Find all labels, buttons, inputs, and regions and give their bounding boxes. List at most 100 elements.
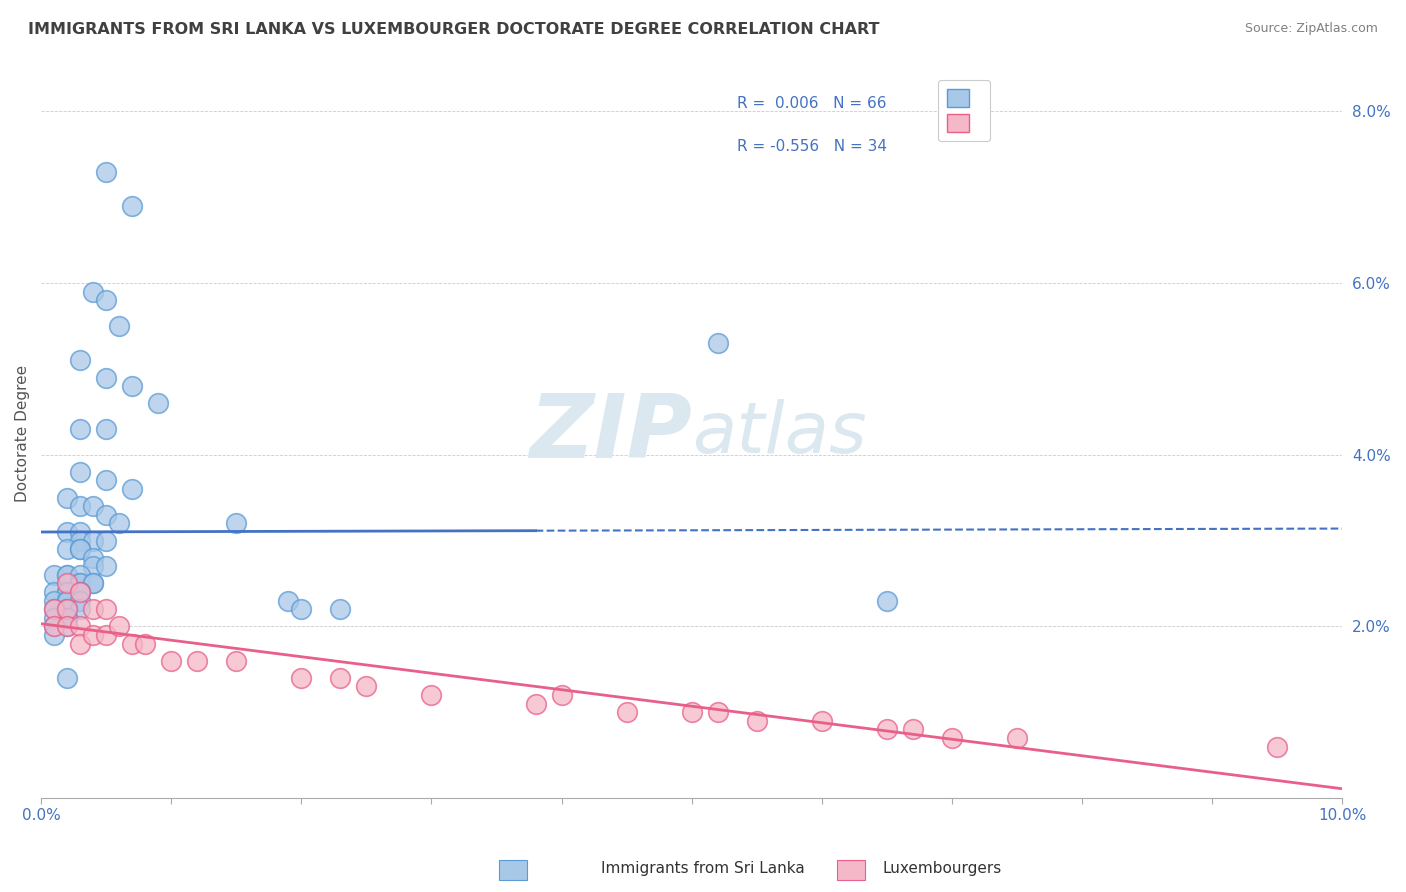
Point (96, 508, 118, 522)
Point (96, 293, 118, 308)
Point (745, 714, 768, 728)
Point (69, 585, 91, 599)
Point (56, 671, 79, 685)
Text: ZIP: ZIP (529, 390, 692, 477)
Point (56, 593, 79, 607)
Point (96, 628, 118, 642)
Point (876, 723, 898, 737)
Point (148, 396, 170, 410)
Point (69, 593, 91, 607)
Point (96, 474, 118, 488)
Point (356, 680, 378, 694)
Point (56, 576, 79, 591)
Point (96, 533, 118, 548)
Point (225, 516, 247, 531)
Point (876, 593, 898, 607)
Point (69, 422, 91, 436)
Point (707, 705, 730, 719)
Point (69, 542, 91, 557)
Point (108, 318, 131, 333)
Point (329, 602, 352, 616)
Point (82, 550, 104, 565)
Point (42, 602, 65, 616)
Point (69, 602, 91, 616)
Point (96, 422, 118, 436)
Point (69, 576, 91, 591)
Point (56, 593, 79, 607)
Point (56, 568, 79, 582)
Point (56, 542, 79, 557)
Text: IMMIGRANTS FROM SRI LANKA VS LUXEMBOURGER DOCTORATE DEGREE CORRELATION CHART: IMMIGRANTS FROM SRI LANKA VS LUXEMBOURGE… (28, 22, 880, 37)
Point (82, 559, 104, 574)
Point (707, 336, 730, 351)
Point (1265, 739, 1288, 754)
Point (69, 585, 91, 599)
Point (82, 533, 104, 548)
Point (56, 602, 79, 616)
Point (56, 585, 79, 599)
Point (56, 611, 79, 625)
Point (56, 491, 79, 505)
Point (941, 731, 963, 745)
Point (901, 723, 924, 737)
Point (82, 576, 104, 591)
Point (69, 353, 91, 368)
Point (69, 533, 91, 548)
Point (56, 568, 79, 582)
Point (56, 593, 79, 607)
Point (69, 636, 91, 650)
Point (96, 559, 118, 574)
Point (1005, 731, 1028, 745)
Point (69, 568, 91, 582)
Point (121, 636, 143, 650)
Text: Luxembourgers: Luxembourgers (883, 862, 1001, 876)
Point (56, 602, 79, 616)
Point (82, 285, 104, 299)
Point (550, 688, 572, 702)
Text: R =  0.006   N = 66: R = 0.006 N = 66 (737, 96, 887, 111)
Point (42, 568, 65, 582)
Point (82, 576, 104, 591)
Point (56, 619, 79, 633)
Point (42, 619, 65, 633)
Point (681, 705, 703, 719)
Point (69, 585, 91, 599)
Point (160, 654, 183, 668)
Point (69, 542, 91, 557)
Point (96, 164, 118, 178)
Point (56, 602, 79, 616)
Point (69, 500, 91, 514)
Point (121, 379, 143, 393)
Point (42, 602, 65, 616)
Text: atlas: atlas (692, 399, 866, 467)
Point (134, 636, 156, 650)
Text: Immigrants from Sri Lanka: Immigrants from Sri Lanka (602, 862, 804, 876)
Point (69, 576, 91, 591)
Point (329, 671, 352, 685)
Point (225, 654, 247, 668)
Legend: , : , (938, 79, 990, 141)
Text: Source: ZipAtlas.com: Source: ZipAtlas.com (1244, 22, 1378, 36)
Point (121, 199, 143, 213)
Point (616, 705, 638, 719)
Point (290, 602, 312, 616)
Point (42, 619, 65, 633)
Point (56, 585, 79, 599)
Point (56, 524, 79, 539)
Point (96, 602, 118, 616)
Point (56, 619, 79, 633)
Y-axis label: Doctorate Degree: Doctorate Degree (15, 365, 30, 502)
Point (82, 628, 104, 642)
Point (82, 602, 104, 616)
Point (42, 628, 65, 642)
Point (420, 688, 443, 702)
Point (56, 611, 79, 625)
Point (69, 619, 91, 633)
Point (121, 482, 143, 496)
Point (69, 524, 91, 539)
Point (82, 500, 104, 514)
Point (277, 593, 299, 607)
Point (42, 593, 65, 607)
Point (108, 516, 131, 531)
Point (811, 714, 834, 728)
